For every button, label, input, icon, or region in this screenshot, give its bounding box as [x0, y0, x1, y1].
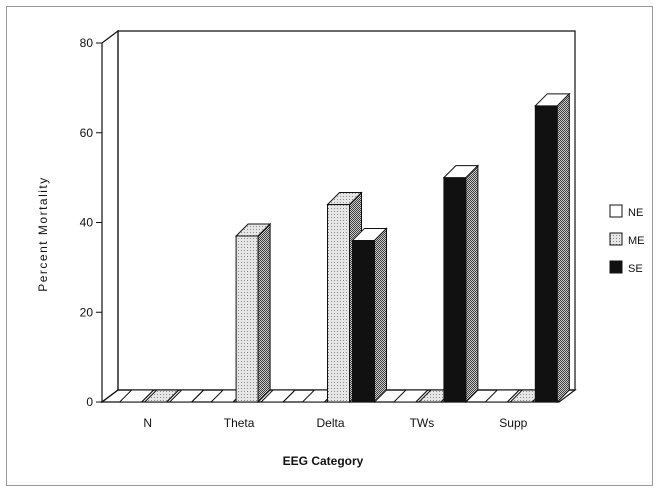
x-tick-label: Delta: [316, 416, 344, 430]
legend: NE ME SE: [609, 204, 645, 275]
y-tick-label: 60: [80, 126, 94, 140]
x-tick-label: TWs: [410, 416, 435, 430]
y-tick-label: 20: [80, 305, 94, 319]
x-tick-label: Theta: [224, 416, 255, 430]
bar-SE-Delta: [351, 227, 388, 404]
bar-side: [465, 164, 479, 404]
bar-side: [556, 92, 570, 404]
bar-side: [374, 227, 387, 404]
bar-NE-N: [118, 389, 155, 403]
x-tick-label: N: [143, 416, 152, 430]
bar-chart: 0 20 40 60 80 N Theta Delta TWs Supp Percent Mor…: [36, 29, 645, 468]
bar-NE-TWs: [392, 389, 430, 403]
bar-front: [327, 204, 350, 403]
bar-side: [191, 389, 205, 403]
bar-side: [166, 389, 180, 403]
bar-front: [443, 177, 467, 403]
x-tick-label: Supp: [499, 416, 527, 430]
bar-side: [282, 389, 296, 403]
legend-swatch-ME: [609, 232, 623, 246]
bar-side: [141, 389, 155, 403]
y-tick-label: 0: [86, 395, 93, 409]
legend-label-NE: NE: [628, 207, 643, 219]
y-axis-label: Percent Mortality: [36, 176, 50, 292]
bar-SE-Supp: [534, 92, 571, 404]
x-axis-ticks: N Theta Delta TWs Supp: [143, 416, 527, 430]
x-axis-label: EEG Category: [283, 454, 364, 468]
y-axis-ticks: 0 20 40 60 80: [80, 36, 102, 409]
bar-ME-N: [143, 389, 180, 403]
bars: [118, 92, 571, 404]
bar-side: [415, 389, 429, 403]
bar-front: [235, 235, 259, 403]
side-wall: [101, 29, 119, 404]
bar-side: [257, 222, 271, 404]
bar-NE-Supp: [484, 389, 521, 403]
y-tick-label: 40: [80, 216, 94, 230]
bar-SE-N: [168, 389, 205, 403]
chart-frame: 0 20 40 60 80 N Theta Delta TWs Supp Percent Mor…: [6, 6, 653, 486]
bar-SE-Theta: [259, 389, 297, 403]
bar-front: [352, 239, 375, 403]
legend-label-ME: ME: [628, 235, 645, 247]
legend-swatch-SE: [609, 260, 623, 274]
bar-SE-TWs: [442, 164, 480, 404]
bar-side: [506, 389, 520, 403]
y-tick-label: 80: [80, 36, 94, 50]
legend-label-SE: SE: [628, 263, 643, 275]
bar-front: [534, 105, 558, 403]
bar-ME-Theta: [234, 222, 272, 404]
legend-swatch-NE: [609, 204, 623, 218]
